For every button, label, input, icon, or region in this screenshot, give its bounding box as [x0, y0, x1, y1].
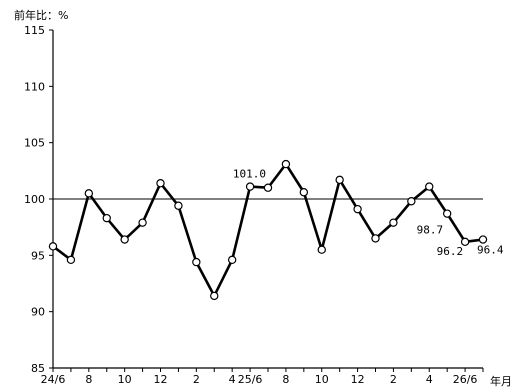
y-tick-label: 85	[31, 362, 45, 375]
data-point	[120, 235, 129, 244]
y-tick-label: 95	[31, 249, 45, 262]
data-point	[227, 255, 237, 265]
x-tick-label: 24/6	[41, 373, 66, 386]
x-tick-label: 2	[390, 373, 397, 386]
x-tick-label: 8	[85, 373, 92, 386]
data-label: 96.4	[477, 244, 504, 257]
data-point	[263, 183, 273, 192]
data-point	[389, 218, 398, 227]
data-point	[210, 291, 219, 301]
data-point	[371, 234, 380, 243]
data-label: 101.0	[233, 168, 266, 181]
data-point	[335, 175, 344, 185]
x-tick-label: 8	[282, 373, 289, 386]
x-tick-label: 10	[118, 373, 132, 386]
y-tick-label: 100	[24, 193, 45, 206]
x-tick-label: 25/6	[238, 373, 263, 386]
data-point	[460, 237, 470, 247]
data-point	[353, 204, 362, 214]
data-point	[245, 182, 255, 191]
y-tick-label: 110	[24, 80, 45, 93]
data-point	[156, 179, 165, 188]
series-layer	[48, 159, 488, 301]
x-tick-label: 4	[426, 373, 433, 386]
x-tick-label: 26/6	[453, 373, 478, 386]
data-point	[425, 182, 434, 191]
data-point	[442, 209, 452, 218]
data-point	[84, 189, 94, 198]
data-point	[174, 201, 183, 210]
x-tick-label: 12	[154, 373, 168, 386]
x-tick-label: 10	[315, 373, 329, 386]
x-tick-label: 2	[193, 373, 200, 386]
data-point	[407, 197, 416, 206]
data-label: 98.7	[417, 224, 444, 237]
x-tick-label: 4	[229, 373, 236, 386]
y-tick-label: 115	[24, 24, 45, 37]
data-point	[48, 242, 58, 251]
data-point	[281, 159, 291, 169]
y-axis-title: 前年比：%	[14, 8, 68, 22]
data-point	[192, 257, 201, 267]
y-tick-label: 90	[31, 306, 45, 319]
data-label: 96.2	[437, 245, 464, 258]
data-point	[66, 255, 76, 265]
x-tick-label: 12	[351, 373, 365, 386]
data-point	[299, 188, 309, 197]
data-point	[317, 245, 326, 254]
data-point	[478, 235, 488, 244]
data-point	[102, 213, 111, 223]
label-layer: 101.0 98.7 96.2 96.4	[233, 168, 504, 258]
data-point	[138, 218, 147, 227]
x-axis-title: 年月	[490, 374, 512, 387]
y-tick-label: 105	[24, 137, 45, 150]
